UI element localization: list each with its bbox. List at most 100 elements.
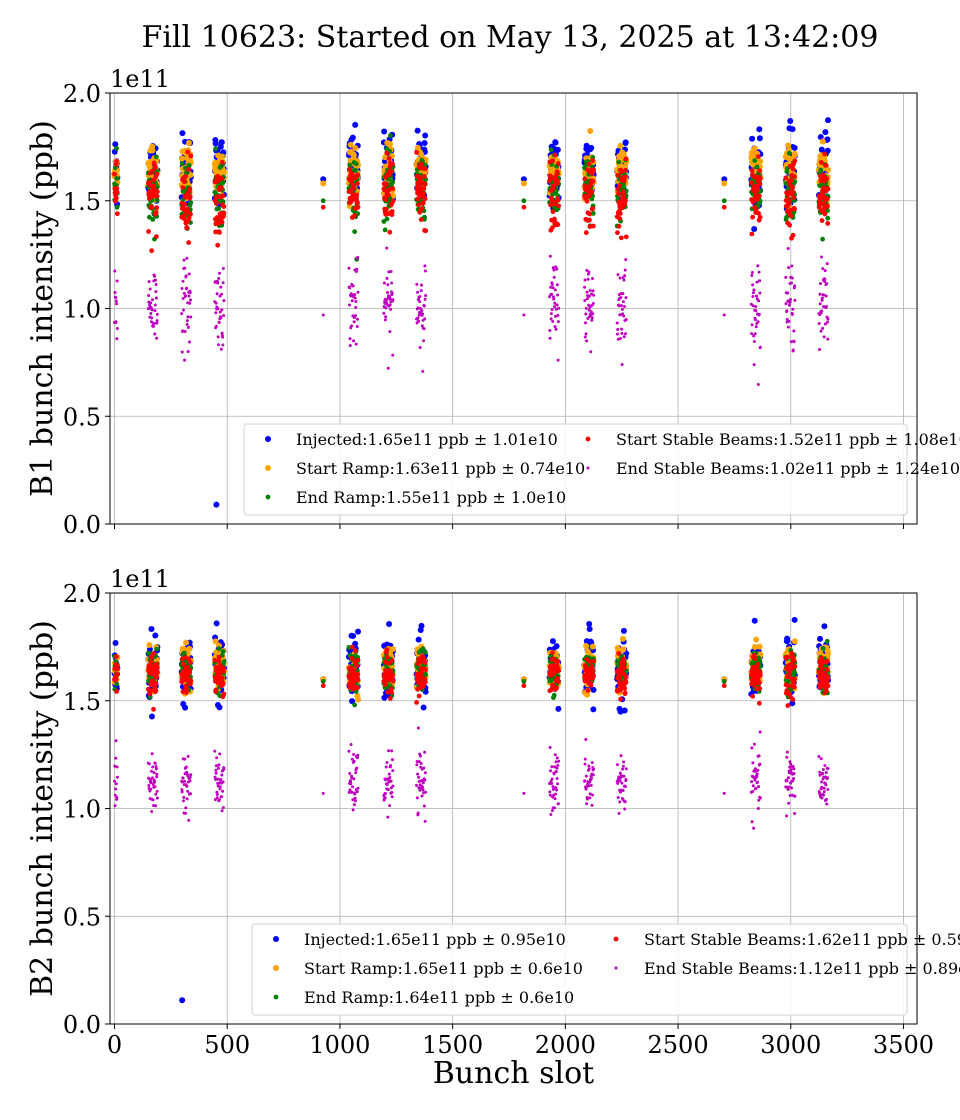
point xyxy=(757,299,761,303)
point xyxy=(752,334,756,338)
point xyxy=(183,358,187,362)
point xyxy=(182,258,186,262)
point xyxy=(150,308,154,312)
point xyxy=(621,789,625,793)
point xyxy=(388,297,392,301)
point xyxy=(185,140,192,147)
point xyxy=(822,335,826,339)
point xyxy=(420,200,426,206)
point xyxy=(422,181,428,187)
point xyxy=(216,777,220,781)
point xyxy=(148,626,155,633)
point xyxy=(550,283,554,287)
point xyxy=(222,767,226,771)
legend-marker xyxy=(273,994,279,1000)
point xyxy=(590,803,594,807)
point xyxy=(786,246,790,250)
point xyxy=(556,782,560,786)
point xyxy=(591,793,595,797)
point xyxy=(218,310,222,314)
point xyxy=(721,683,727,689)
point xyxy=(217,230,222,235)
point xyxy=(388,686,394,692)
point xyxy=(154,767,158,771)
point xyxy=(213,620,220,627)
legend-item: Start Ramp:1.65e11 ppb ± 0.6e10 xyxy=(273,959,583,978)
point xyxy=(180,350,184,354)
point xyxy=(755,661,761,667)
point xyxy=(356,756,359,760)
point xyxy=(791,144,798,151)
point xyxy=(826,776,829,780)
point xyxy=(353,314,357,318)
point xyxy=(755,772,759,776)
point xyxy=(590,686,597,693)
point xyxy=(784,208,790,214)
point xyxy=(391,784,395,788)
point xyxy=(584,312,588,316)
point xyxy=(154,197,160,203)
point xyxy=(552,297,556,301)
point xyxy=(187,340,191,344)
point xyxy=(555,756,559,760)
point xyxy=(822,790,826,794)
point xyxy=(753,332,757,336)
point xyxy=(353,796,357,800)
point xyxy=(152,771,156,775)
point xyxy=(151,651,157,656)
point xyxy=(585,797,589,801)
point xyxy=(622,774,626,778)
point xyxy=(188,153,194,159)
figure-title: Fill 10623: Started on May 13, 2025 at 1… xyxy=(141,20,879,55)
point xyxy=(421,139,428,146)
point xyxy=(754,184,760,190)
point xyxy=(722,313,726,317)
point xyxy=(615,172,621,178)
point xyxy=(149,301,153,305)
point xyxy=(424,293,428,297)
point xyxy=(185,286,189,290)
point xyxy=(151,706,156,712)
point xyxy=(153,210,159,215)
point xyxy=(548,147,554,153)
point xyxy=(557,306,561,310)
point xyxy=(149,248,155,254)
point xyxy=(750,332,754,336)
point xyxy=(548,254,552,258)
point xyxy=(758,345,762,349)
point xyxy=(617,142,624,149)
point xyxy=(182,291,186,295)
point xyxy=(824,770,828,774)
point xyxy=(183,266,187,270)
point xyxy=(757,188,763,194)
y-exponent-label: 1e11 xyxy=(110,565,170,593)
point xyxy=(153,761,157,765)
point xyxy=(188,775,192,779)
point xyxy=(584,774,588,778)
point xyxy=(756,780,760,784)
point xyxy=(181,279,185,283)
point xyxy=(820,296,824,300)
point xyxy=(423,297,427,301)
point xyxy=(219,159,225,165)
point xyxy=(188,301,192,305)
point xyxy=(790,166,796,172)
point xyxy=(822,129,829,136)
point xyxy=(153,780,157,784)
point xyxy=(113,654,119,660)
point xyxy=(586,277,590,281)
point xyxy=(522,791,526,795)
point xyxy=(618,800,622,804)
point xyxy=(619,169,624,175)
point xyxy=(616,223,622,229)
point xyxy=(623,807,627,811)
point xyxy=(753,318,757,322)
point xyxy=(114,299,118,303)
point xyxy=(556,668,562,674)
legend-marker xyxy=(265,465,271,471)
point xyxy=(819,757,823,761)
point xyxy=(185,319,189,323)
point xyxy=(582,176,588,182)
point xyxy=(587,270,591,274)
